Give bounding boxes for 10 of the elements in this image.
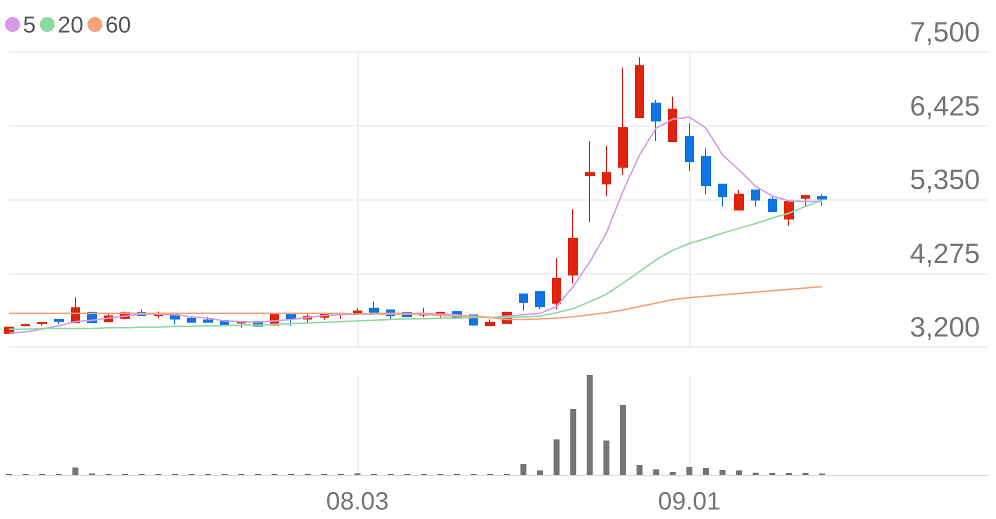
- legend-label: 20: [58, 12, 84, 38]
- x-tick-label: 08.03: [326, 488, 389, 516]
- y-tick-label: 3,200: [910, 312, 980, 342]
- y-tick-label: 6,425: [910, 90, 980, 122]
- y-tick-label: 5,350: [910, 164, 980, 195]
- y-tick-label: 4,275: [910, 238, 980, 269]
- x-tick-label: 09.01: [658, 488, 721, 516]
- legend-label: 60: [105, 12, 131, 38]
- y-tick-label: 7,500: [910, 16, 980, 48]
- legend-label: 5: [23, 12, 36, 38]
